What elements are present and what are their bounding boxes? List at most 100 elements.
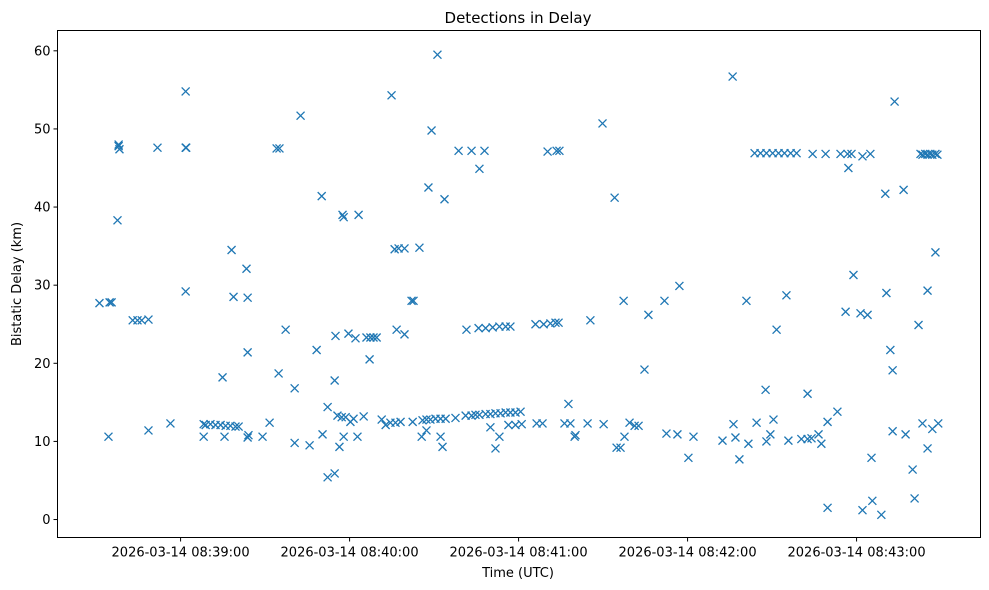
data-point — [847, 149, 856, 159]
data-point — [231, 422, 240, 432]
data-point — [349, 414, 358, 424]
data-point — [133, 315, 142, 325]
x-tick-label: 2026-03-14 08:43:00 — [788, 546, 926, 561]
data-point — [803, 389, 813, 399]
data-point — [923, 443, 933, 453]
data-points — [95, 50, 943, 520]
data-point — [841, 307, 851, 317]
data-point — [683, 453, 693, 463]
chart-title: Detections in Delay — [445, 9, 592, 27]
data-point — [387, 90, 397, 100]
data-point — [343, 329, 353, 339]
data-point — [95, 298, 104, 308]
data-point — [272, 144, 282, 153]
data-point — [505, 322, 515, 332]
data-point — [625, 418, 635, 428]
data-point — [743, 439, 753, 449]
data-point — [330, 468, 340, 478]
data-point — [480, 146, 489, 156]
data-point — [752, 418, 762, 428]
data-point — [807, 433, 816, 443]
data-point — [296, 111, 306, 121]
data-point — [407, 296, 417, 306]
data-point — [598, 119, 607, 128]
data-point — [551, 318, 560, 328]
data-point — [880, 189, 890, 199]
data-point — [369, 333, 378, 342]
data-point — [462, 325, 471, 335]
data-point — [339, 212, 349, 222]
data-point — [516, 407, 526, 417]
x-axis-ticks: 2026-03-14 08:39:00 2026-03-14 08:40:00 20… — [112, 537, 926, 561]
y-axis-label: Bistatic Delay (km) — [10, 222, 25, 346]
y-tick-label: 10 — [34, 435, 51, 450]
data-point — [630, 421, 640, 431]
data-point — [362, 333, 371, 342]
data-point — [491, 443, 500, 453]
data-point — [243, 433, 253, 442]
data-point — [867, 453, 876, 463]
data-point — [616, 443, 625, 453]
data-point — [823, 503, 833, 513]
data-point — [538, 418, 547, 428]
data-point — [843, 163, 853, 173]
data-point — [660, 296, 669, 306]
data-point — [728, 72, 738, 82]
data-point — [781, 290, 791, 300]
data-point — [836, 149, 845, 159]
data-point — [531, 319, 540, 329]
data-point — [689, 432, 698, 442]
data-point — [816, 439, 826, 449]
data-point — [634, 421, 644, 431]
data-point — [422, 415, 431, 424]
data-point — [930, 247, 940, 257]
data-point — [438, 442, 447, 452]
data-point — [863, 310, 873, 320]
y-tick-label: 0 — [42, 513, 50, 528]
data-point — [414, 243, 424, 253]
data-point — [337, 412, 347, 422]
data-point — [881, 288, 891, 298]
data-point — [585, 315, 595, 325]
data-point — [265, 418, 275, 428]
data-point — [105, 297, 115, 307]
data-point — [258, 432, 268, 442]
data-point — [199, 419, 209, 429]
data-point — [932, 150, 942, 160]
data-point — [772, 325, 782, 335]
data-point — [451, 413, 460, 423]
data-point — [243, 293, 253, 303]
data-point — [823, 417, 833, 427]
data-point — [808, 149, 818, 159]
data-point — [153, 143, 162, 153]
data-point — [583, 418, 593, 428]
data-point — [104, 432, 113, 442]
data-point — [783, 436, 793, 446]
data-point — [674, 281, 684, 291]
data-point — [599, 419, 609, 429]
data-point — [619, 296, 629, 306]
data-point — [885, 345, 895, 355]
data-point — [494, 432, 504, 442]
data-point — [432, 50, 442, 60]
data-point — [113, 215, 122, 225]
data-point — [761, 436, 771, 446]
x-tick-label: 2026-03-14 08:40:00 — [281, 546, 419, 561]
data-point — [933, 418, 943, 428]
data-point — [620, 432, 629, 442]
data-point — [274, 368, 284, 378]
data-point — [220, 432, 229, 442]
data-point — [543, 147, 553, 157]
data-point — [441, 414, 451, 424]
data-point — [843, 149, 853, 159]
data-point — [729, 419, 738, 429]
data-point — [218, 372, 228, 382]
data-point — [734, 454, 744, 464]
data-point — [661, 429, 671, 439]
data-point — [144, 315, 153, 325]
data-point — [334, 442, 344, 452]
y-axis-ticks: 0 10 20 30 40 50 60 — [34, 44, 58, 528]
data-point — [471, 410, 480, 420]
data-point — [761, 385, 771, 395]
